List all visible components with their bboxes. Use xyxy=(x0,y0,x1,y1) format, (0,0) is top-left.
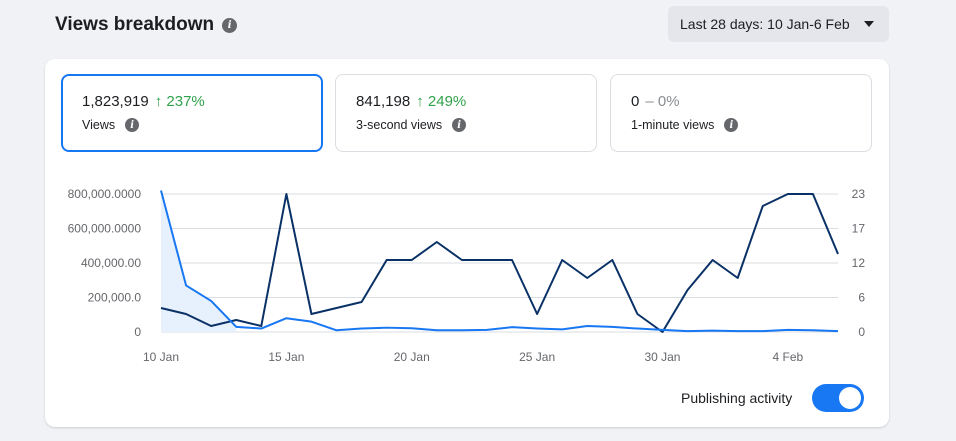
publishing-activity-line xyxy=(160,193,839,333)
caret-down-icon xyxy=(863,21,874,27)
y-right-tick-label: 0 xyxy=(858,325,865,339)
views-area-fill xyxy=(161,190,237,332)
x-tick-label: 4 Feb xyxy=(773,350,804,364)
publishing-activity-control: Publishing activity xyxy=(681,384,865,412)
x-tick-label: 15 Jan xyxy=(268,350,304,364)
metric-card-3-second-views[interactable]: 841,198 ↑ 249% 3-second views i xyxy=(335,74,597,152)
metric-label: Views xyxy=(82,118,116,132)
metric-change: ↑ 249% xyxy=(416,93,467,110)
date-range-dropdown[interactable]: Last 28 days: 10 Jan-6 Feb xyxy=(668,6,889,42)
info-icon[interactable]: i xyxy=(125,118,140,132)
y-right-tick-label: 17 xyxy=(852,222,866,236)
metric-card-1-minute-views[interactable]: 0 – 0% 1-minute views i xyxy=(610,74,872,152)
publishing-activity-label: Publishing activity xyxy=(681,390,793,406)
x-tick-label: 20 Jan xyxy=(394,350,430,364)
y-left-tick-label: 800,000.0000 xyxy=(68,187,142,201)
x-tick-label: 30 Jan xyxy=(644,350,680,364)
info-icon[interactable]: i xyxy=(222,17,238,33)
x-tick-label: 10 Jan xyxy=(143,350,179,364)
metric-label: 3-second views xyxy=(356,118,443,132)
y-left-tick-label: 600,000.0000 xyxy=(68,222,142,236)
y-right-tick-label: 12 xyxy=(852,256,866,270)
metric-value: 1,823,919 xyxy=(82,93,149,110)
metric-label: 1-minute views xyxy=(631,118,715,132)
toggle-knob xyxy=(839,387,862,409)
metric-value: 841,198 xyxy=(356,93,411,110)
metric-value: 0 xyxy=(631,93,640,110)
y-right-tick-label: 23 xyxy=(852,187,866,201)
views-card: 1,823,919 ↑ 237% Views i 841,198 ↑ 249% … xyxy=(45,59,889,427)
y-left-tick-label: 400,000.00 xyxy=(81,256,141,270)
metric-change: ↑ 237% xyxy=(154,93,205,110)
page-title: Views breakdown xyxy=(55,14,215,35)
publishing-activity-toggle[interactable] xyxy=(812,384,865,412)
metric-card-views[interactable]: 1,823,919 ↑ 237% Views i xyxy=(61,74,323,152)
date-range-label: Last 28 days: 10 Jan-6 Feb xyxy=(680,16,850,32)
section-header: Views breakdown i xyxy=(55,14,238,36)
views-chart: 0 0 200,000.0 6 400,000.00 12 600,000.0000 17 80… xyxy=(68,187,866,364)
x-tick-label: 25 Jan xyxy=(519,350,555,364)
y-right-tick-label: 6 xyxy=(858,291,865,305)
y-left-tick-label: 200,000.0 xyxy=(88,291,142,305)
views-line xyxy=(160,190,839,333)
y-left-tick-label: 0 xyxy=(134,325,141,339)
info-icon[interactable]: i xyxy=(724,118,739,132)
info-icon[interactable]: i xyxy=(452,118,467,132)
metric-change: – 0% xyxy=(645,93,680,110)
